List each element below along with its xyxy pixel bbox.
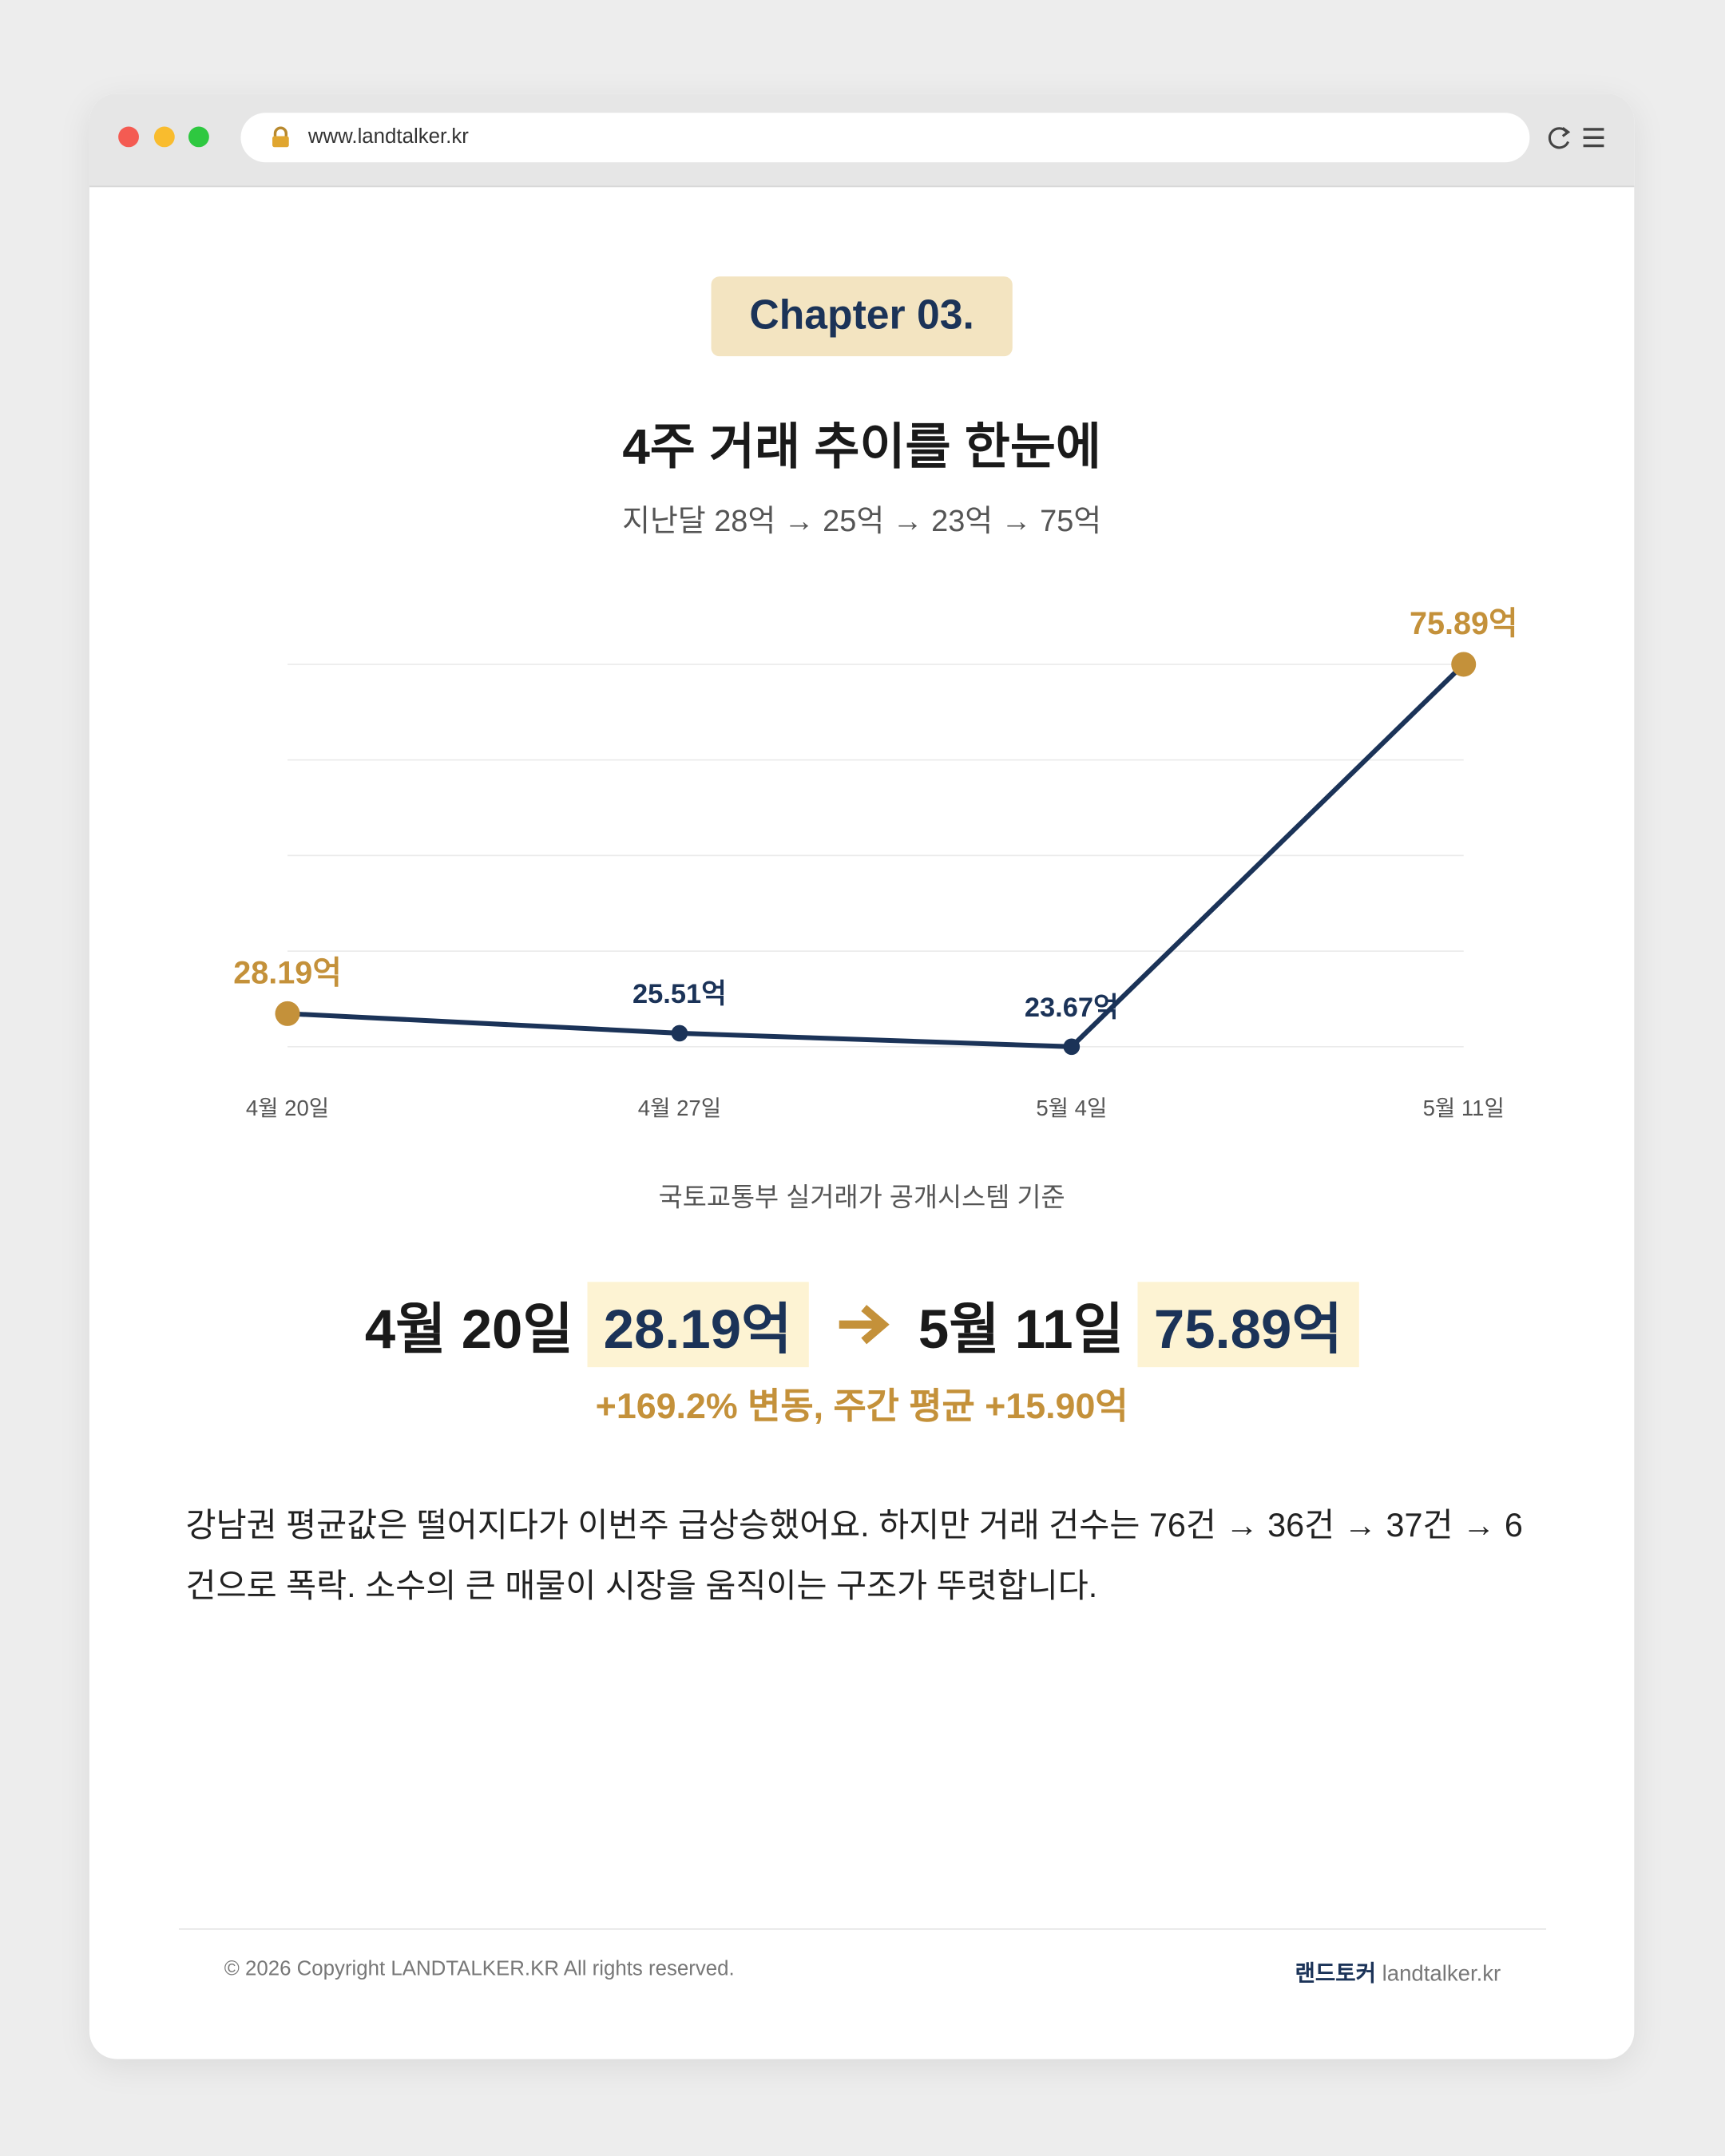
x-tick-label: 4월 20일 xyxy=(246,1096,329,1120)
browser-window: www.landtalker.kr Chapter 03. 4주 거래 추이를 … xyxy=(89,93,1635,2059)
data-point xyxy=(1451,652,1477,677)
reload-icon[interactable] xyxy=(1548,127,1570,149)
line-chart: 4월 20일 4월 27일 5월 4일 5월 11일 28.19억 25.51억 23.67… xyxy=(233,606,1518,1120)
close-button[interactable] xyxy=(118,126,139,148)
x-tick-label: 4월 27일 xyxy=(638,1096,721,1120)
brand: 랜드토커 xyxy=(1295,1962,1376,1987)
title: 4주 거래 추이를 한눈에 xyxy=(622,418,1101,475)
toolbar-icons xyxy=(1548,126,1604,149)
title-bar: www.landtalker.kr xyxy=(89,93,1635,188)
data-point xyxy=(671,1024,688,1042)
source-note: 국토교통부 실거래가 공개시스템 기준 xyxy=(658,1184,1065,1214)
to-value: 75.89억 xyxy=(1137,1282,1359,1368)
footer-brand: 랜드토커 landtalker.kr xyxy=(1295,1955,1501,1988)
x-tick-label: 5월 4일 xyxy=(1036,1096,1107,1120)
value-label: 25.51억 xyxy=(632,979,727,1009)
body-text: 강남권 평균값은 떨어지다가 이번주 급상승했어요. 하지만 거래 건수는 76… xyxy=(185,1507,1523,1606)
data-point xyxy=(1063,1038,1081,1056)
copyright: © 2026 Copyright LANDTALKER.KR All right… xyxy=(224,1957,735,1981)
line xyxy=(287,662,1465,1049)
lock-icon xyxy=(272,126,289,148)
value-label: 23.67억 xyxy=(1025,993,1119,1023)
maximize-button[interactable] xyxy=(188,126,209,148)
value-label: 75.89억 xyxy=(1410,606,1518,641)
url: www.landtalker.kr xyxy=(307,125,469,149)
to-date: 5월 11일 xyxy=(918,1299,1124,1361)
minimize-button[interactable] xyxy=(153,126,175,148)
comparison: 4월 20일 28.19억 5월 11일 75.89억 xyxy=(89,1282,1634,1368)
chapter-badge: Chapter 03. xyxy=(711,276,1013,357)
site: landtalker.kr xyxy=(1382,1962,1501,1987)
data-point xyxy=(275,1001,300,1026)
value-label: 28.19억 xyxy=(233,955,342,990)
from-value: 28.19억 xyxy=(586,1282,809,1368)
subtitle: 지난달 28억 → 25억 → 23억 → 75억 xyxy=(622,503,1102,538)
change-summary: +169.2% 변동, 주간 평균 +15.90억 xyxy=(595,1385,1128,1427)
address-bar[interactable]: www.landtalker.kr xyxy=(240,113,1530,163)
arrow-icon xyxy=(839,1305,890,1345)
footer-divider xyxy=(178,1928,1547,1930)
badge-row: Chapter 03. xyxy=(89,276,1634,357)
from-date: 4월 20일 xyxy=(364,1299,573,1361)
menu-icon[interactable] xyxy=(1583,128,1604,148)
x-tick-label: 5월 11일 xyxy=(1423,1096,1505,1120)
